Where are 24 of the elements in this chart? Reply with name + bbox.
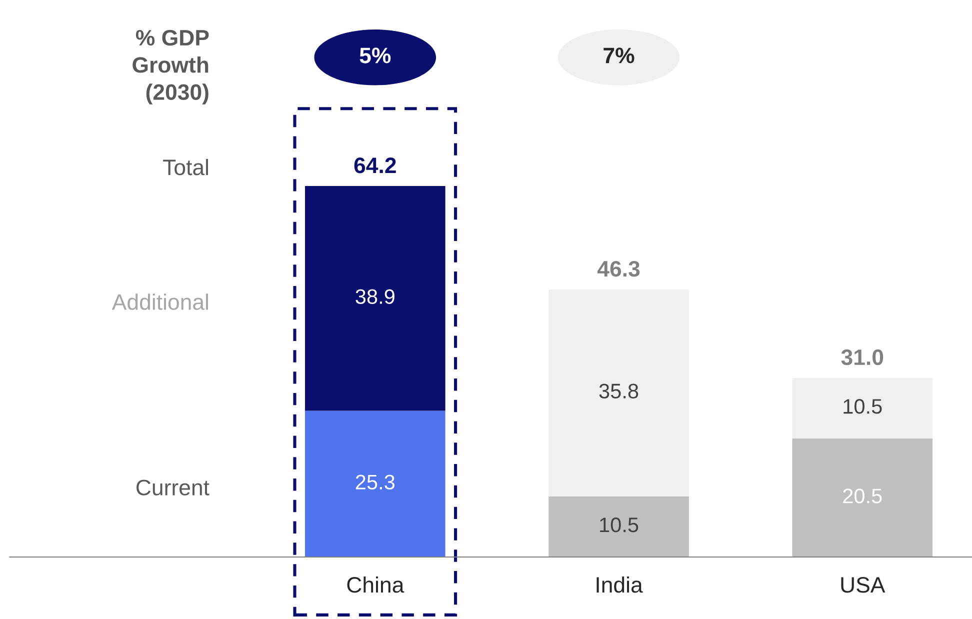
bar bbox=[792, 378, 933, 439]
text: Total bbox=[163, 158, 208, 176]
total-label: 64.2 bbox=[354, 158, 396, 174]
data-label: 25.3 bbox=[356, 474, 395, 490]
x-tick-label: China bbox=[347, 576, 404, 593]
bar bbox=[304, 410, 446, 557]
text: Current bbox=[136, 480, 210, 496]
data-label: 10.5 bbox=[600, 518, 638, 532]
bar bbox=[548, 496, 689, 557]
text: % GDP Growth (2030) bbox=[132, 30, 209, 104]
text: 5% bbox=[360, 48, 391, 64]
total-label: 46.3 bbox=[597, 260, 640, 277]
bar bbox=[548, 289, 689, 496]
x-tick-label: India bbox=[596, 576, 643, 593]
text: 7% bbox=[604, 48, 634, 64]
data-label: 38.9 bbox=[356, 289, 394, 304]
text: Additional bbox=[112, 294, 208, 310]
data-label: 10.5 bbox=[844, 399, 882, 414]
total-label: 31.0 bbox=[841, 349, 884, 366]
bar bbox=[792, 438, 933, 557]
x-tick-label: USA bbox=[841, 577, 886, 593]
bar bbox=[304, 186, 446, 411]
data-label: 35.8 bbox=[599, 384, 638, 398]
data-label: 20.5 bbox=[843, 488, 882, 504]
